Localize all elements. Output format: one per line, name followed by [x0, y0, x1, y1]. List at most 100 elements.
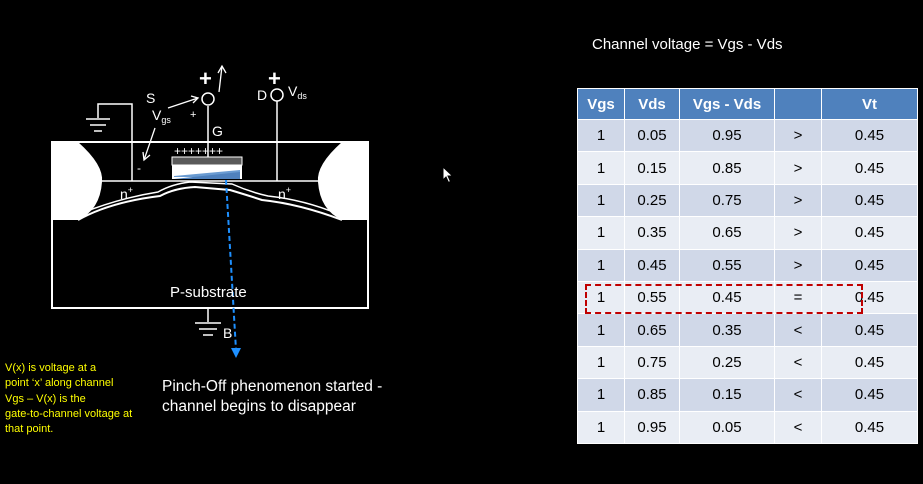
- cell: 0.45: [821, 378, 918, 412]
- cell: >: [774, 248, 822, 282]
- cell: 0.45: [679, 280, 775, 315]
- cell: 0.15: [624, 151, 680, 185]
- cell: <: [774, 410, 822, 444]
- body-label: B: [223, 325, 232, 341]
- note-line: Vgs – V(x) is the: [5, 392, 86, 405]
- cell: 0.05: [624, 118, 680, 153]
- cell: 0.45: [821, 280, 918, 315]
- pinch-off-caption: Pinch-Off phenomenon started - channel b…: [162, 377, 382, 417]
- cell: 0.35: [624, 216, 680, 250]
- cell: 0.45: [821, 248, 918, 282]
- n-region-left-label: n+: [120, 185, 133, 202]
- cell: 0.55: [679, 248, 775, 282]
- cell: >: [774, 151, 822, 185]
- drain-plus: +: [268, 66, 281, 91]
- source-label: S: [146, 90, 155, 106]
- cell: 0.05: [679, 410, 775, 444]
- n-region-boundary: [77, 185, 343, 221]
- cell: >: [774, 118, 822, 153]
- cell: 0.25: [624, 183, 680, 218]
- header-vgs-minus-vds: Vgs - Vds: [679, 88, 775, 120]
- p-substrate-body: [51, 141, 369, 309]
- cell: 1: [577, 345, 625, 380]
- table-row: 1 0.25 0.75 >0.45: [577, 183, 918, 218]
- note-line: point ‘x’ along channel: [5, 377, 114, 390]
- table-row: 1 0.35 0.65 >0.45: [577, 216, 918, 250]
- caption-line: Pinch-Off phenomenon started -: [162, 378, 383, 395]
- header-comparison: [774, 88, 822, 120]
- drain-label: D: [257, 87, 267, 103]
- gate-charges: +++++++: [174, 144, 223, 158]
- pinch-off-line: [225, 179, 237, 351]
- table-row: 1 0.95 0.05 <0.45: [577, 410, 918, 444]
- cell: 0.75: [679, 183, 775, 218]
- header-vgs: Vgs: [577, 88, 625, 120]
- cell: 0.95: [679, 118, 775, 153]
- table-row: 1 0.15 0.85 >0.45: [577, 151, 918, 185]
- header-vds: Vds: [624, 88, 680, 120]
- vgs-plus: +: [190, 109, 196, 121]
- gate-terminal: [201, 92, 215, 106]
- cell: 0.45: [821, 345, 918, 380]
- table-row: 1 0.45 0.55 >0.45: [577, 248, 918, 282]
- cell: 1: [577, 183, 625, 218]
- cell: 1: [577, 313, 625, 347]
- vgs-minus: -: [137, 161, 141, 175]
- cell: 0.75: [624, 345, 680, 380]
- gate-plus: +: [199, 66, 212, 91]
- channel-voltage-title: Channel voltage = Vgs - Vds: [592, 36, 783, 53]
- cell: 0.45: [821, 216, 918, 250]
- cell: 0.55: [624, 280, 680, 315]
- note-line: V(x) is voltage at a: [5, 362, 97, 374]
- table-row: 1 0.75 0.25 <0.45: [577, 345, 918, 380]
- cell: 0.45: [821, 410, 918, 444]
- cell: <: [774, 378, 822, 412]
- cell: 0.85: [624, 378, 680, 412]
- cell: 0.45: [624, 248, 680, 282]
- vds-label: Vds: [288, 83, 307, 101]
- voltage-table: Vgs Vds Vgs - Vds Vt 1 0.05 0.95 >0.45 1 0.1…: [577, 88, 918, 444]
- channel-boundary: [81, 181, 339, 215]
- cell: 0.45: [821, 151, 918, 185]
- pinch-off-highlight-box: [585, 284, 863, 314]
- source-contact: [52, 142, 103, 220]
- cell: 0.95: [624, 410, 680, 444]
- cell: 1: [577, 118, 625, 153]
- cell: 0.35: [679, 313, 775, 347]
- drain-contact: [317, 142, 368, 220]
- cell: 1: [577, 378, 625, 412]
- note-line: that point.: [5, 423, 54, 436]
- cell: 0.65: [624, 313, 680, 347]
- n-region-right-label: n+: [278, 185, 291, 202]
- table-row: 1 0.85 0.15 <0.45: [577, 378, 918, 412]
- cell: 0.85: [679, 151, 775, 185]
- gate-label: G: [212, 123, 223, 139]
- drain-terminal: [270, 88, 284, 102]
- table-row: 1 0.05 0.95 >0.45: [577, 118, 918, 153]
- cell: 1: [577, 410, 625, 444]
- cell: <: [774, 345, 822, 380]
- table-header-row: Vgs Vds Vgs - Vds Vt: [577, 88, 918, 120]
- cell: 0.15: [679, 378, 775, 412]
- cell: 1: [577, 216, 625, 250]
- cell: 1: [577, 248, 625, 282]
- source-wire: [97, 103, 133, 181]
- mouse-cursor-icon: [442, 166, 454, 184]
- cell: 1: [577, 151, 625, 185]
- cell: 0.45: [821, 118, 918, 153]
- cell: >: [774, 216, 822, 250]
- cell: 0.25: [679, 345, 775, 380]
- substrate-label: P-substrate: [170, 284, 247, 301]
- cell: >: [774, 183, 822, 218]
- channel-voltage-note: V(x) is voltage at a point ‘x’ along cha…: [5, 361, 170, 437]
- cell: 0.45: [821, 183, 918, 218]
- cell: <: [774, 313, 822, 347]
- cell: 0.65: [679, 216, 775, 250]
- caption-line: channel begins to disappear: [162, 398, 356, 415]
- table-row: 1 0.65 0.35 <0.45: [577, 313, 918, 347]
- vgs-label: Vgs: [152, 107, 171, 125]
- cell: 0.45: [821, 313, 918, 347]
- header-vt: Vt: [821, 88, 918, 120]
- gate-electrode: [171, 156, 243, 166]
